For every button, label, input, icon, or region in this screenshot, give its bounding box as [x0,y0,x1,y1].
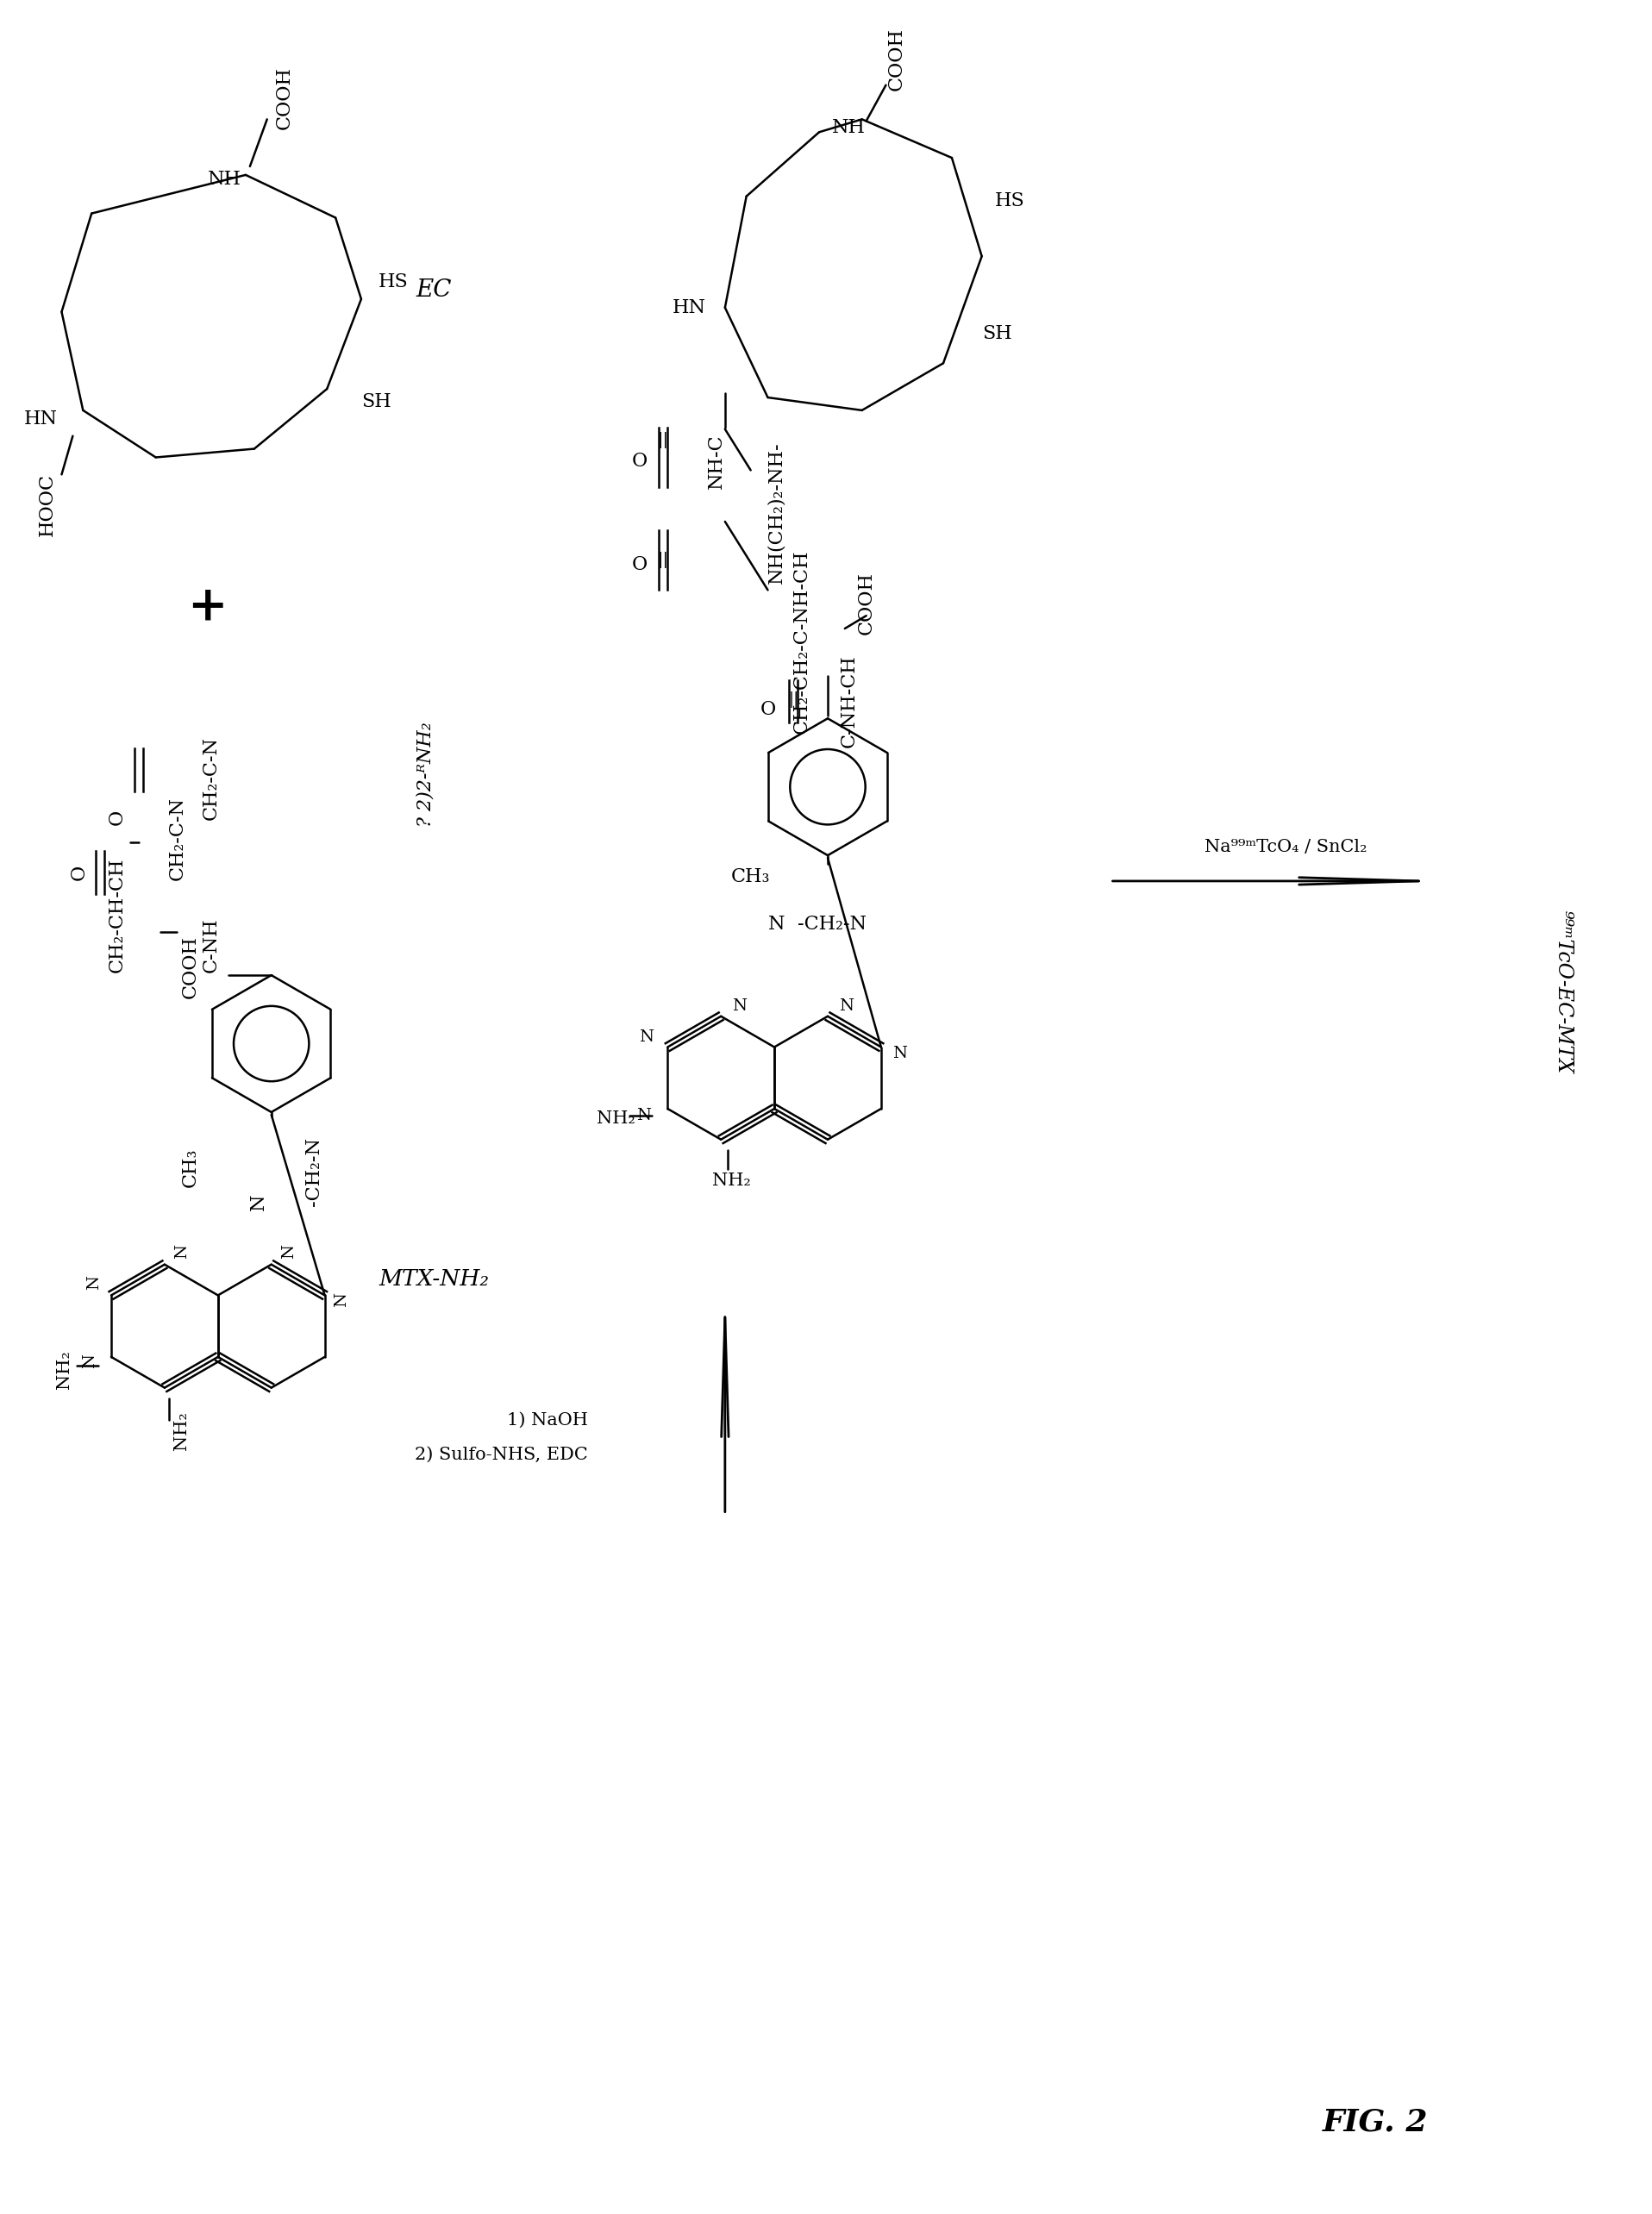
Text: O: O [107,808,127,826]
Text: NH(CH₂)₂-NH-: NH(CH₂)₂-NH- [767,443,786,584]
Text: ||: || [657,432,669,449]
Text: COOH: COOH [274,66,294,128]
Text: HN: HN [672,299,705,317]
Text: -CH₂-N: -CH₂-N [304,1138,324,1207]
Text: COOH: COOH [857,571,876,635]
Text: ? 2)2-ᴿNH₂: ? 2)2-ᴿNH₂ [416,722,434,826]
Text: HS: HS [995,190,1024,210]
Text: COOH: COOH [180,934,200,999]
Text: NH: NH [833,117,866,137]
Text: N: N [768,914,785,934]
Text: +: + [187,584,228,631]
Text: N: N [892,1047,907,1063]
Text: NH: NH [208,170,241,188]
Text: N: N [732,999,747,1014]
Text: N: N [839,999,854,1014]
Text: O: O [69,866,88,881]
Text: C-NH-CH: C-NH-CH [839,655,859,748]
Text: CH₃: CH₃ [732,868,770,886]
Text: ||: || [657,551,669,569]
Text: N: N [173,1244,190,1260]
Text: N: N [83,1355,97,1368]
Text: ⁹⁹ᵐTcO-EC-MTX: ⁹⁹ᵐTcO-EC-MTX [1555,910,1574,1074]
Text: Na⁹⁹ᵐTcO₄ / SnCl₂: Na⁹⁹ᵐTcO₄ / SnCl₂ [1204,839,1366,855]
Text: N: N [249,1193,268,1211]
Text: -CH₂-N: -CH₂-N [798,914,867,934]
Text: NH₂: NH₂ [596,1111,636,1127]
Text: NH₂: NH₂ [712,1173,750,1189]
Text: N: N [86,1275,102,1291]
Text: C-NH: C-NH [202,919,221,972]
Text: COOH: COOH [887,29,905,91]
Text: EC: EC [416,279,453,301]
Text: N: N [639,1030,654,1045]
Text: CH₂-C-N: CH₂-C-N [169,797,187,879]
Text: SH: SH [981,323,1011,343]
Text: NH₂: NH₂ [56,1351,73,1388]
Text: MTX-NH₂: MTX-NH₂ [378,1269,489,1291]
Text: N: N [334,1293,350,1306]
Text: HN: HN [23,410,58,427]
Text: CH₂-CH₂-C-NH-CH: CH₂-CH₂-C-NH-CH [793,549,811,733]
Text: 1) NaOH: 1) NaOH [507,1413,588,1428]
Text: ||: || [788,691,800,708]
Text: N: N [636,1107,651,1122]
Text: FIG. 2: FIG. 2 [1323,2108,1429,2137]
Text: NH-C: NH-C [707,434,725,489]
Text: HS: HS [378,272,408,292]
Text: CH₂-C-N: CH₂-C-N [202,737,221,819]
Text: CH₂-CH-CH: CH₂-CH-CH [107,857,127,972]
Text: HOOC: HOOC [38,474,56,536]
Text: O: O [631,556,648,573]
Text: N: N [281,1244,296,1260]
Text: 2) Sulfo-NHS, EDC: 2) Sulfo-NHS, EDC [415,1446,588,1463]
Text: NH₂: NH₂ [173,1410,190,1450]
Text: O: O [760,700,776,720]
Text: SH: SH [362,392,392,412]
Text: CH₃: CH₃ [180,1149,200,1187]
Text: O: O [631,452,648,472]
